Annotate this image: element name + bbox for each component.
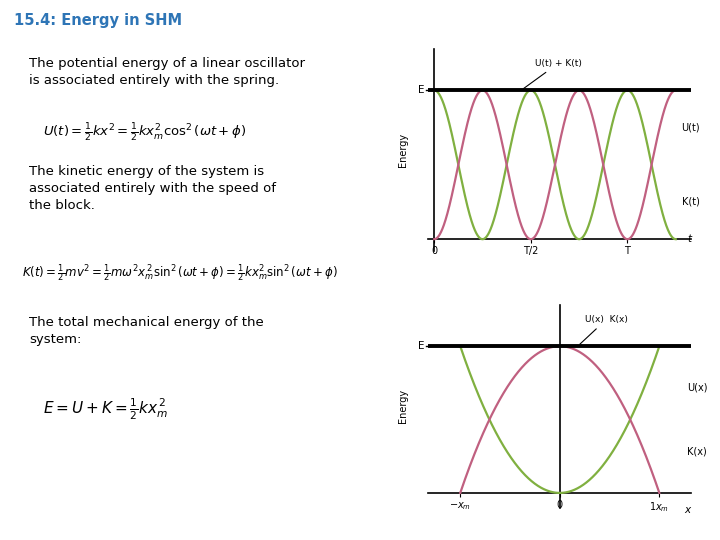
Text: U(t): U(t) xyxy=(682,123,700,132)
Text: x: x xyxy=(684,505,690,515)
Text: K(t): K(t) xyxy=(682,197,699,207)
Text: The potential energy of a linear oscillator
is associated entirely with the spri: The potential energy of a linear oscilla… xyxy=(29,57,305,87)
Text: E: E xyxy=(418,85,425,95)
Text: $E = U + K = \frac{1}{2}kx_m^{\,2}$: $E = U + K = \frac{1}{2}kx_m^{\,2}$ xyxy=(43,397,168,422)
Text: U(x)  K(x): U(x) K(x) xyxy=(580,315,628,345)
Text: K(x): K(x) xyxy=(687,447,707,457)
Text: Energy: Energy xyxy=(398,133,408,167)
Text: $U(t) = \frac{1}{2}kx^2 = \frac{1}{2}kx_m^2\cos^2(\omega t + \phi)$: $U(t) = \frac{1}{2}kx^2 = \frac{1}{2}kx_… xyxy=(43,122,246,144)
Text: Energy: Energy xyxy=(398,389,408,423)
Text: E: E xyxy=(418,341,425,351)
Text: The total mechanical energy of the
system:: The total mechanical energy of the syste… xyxy=(29,316,264,346)
Text: The kinetic energy of the system is
associated entirely with the speed of
the bl: The kinetic energy of the system is asso… xyxy=(29,165,276,212)
Text: 15.4: Energy in SHM: 15.4: Energy in SHM xyxy=(14,14,183,29)
Text: t: t xyxy=(687,234,691,244)
Text: U(x): U(x) xyxy=(687,382,708,392)
Text: U(t) + K(t): U(t) + K(t) xyxy=(523,59,582,89)
Text: $K(t) = \frac{1}{2}mv^2 = \frac{1}{2}m\omega^2 x_m^{\,2}\sin^2(\omega t + \phi) : $K(t) = \frac{1}{2}mv^2 = \frac{1}{2}m\o… xyxy=(22,262,338,284)
